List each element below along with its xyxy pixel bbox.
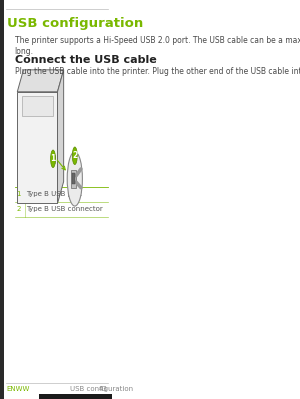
Circle shape [72, 147, 77, 164]
Polygon shape [17, 70, 64, 92]
Text: long.: long. [14, 47, 34, 56]
Polygon shape [17, 92, 58, 203]
Text: USB configuration: USB configuration [7, 17, 143, 30]
Text: 2: 2 [16, 206, 21, 212]
Text: USB configuration: USB configuration [70, 386, 134, 392]
Text: ENWW: ENWW [7, 386, 30, 392]
FancyBboxPatch shape [22, 96, 53, 116]
Text: Type B USB connector: Type B USB connector [26, 206, 103, 212]
Circle shape [51, 150, 56, 168]
FancyBboxPatch shape [39, 394, 112, 399]
Circle shape [67, 152, 83, 206]
Text: Connect the USB cable: Connect the USB cable [14, 55, 156, 65]
Text: 43: 43 [98, 386, 107, 392]
FancyBboxPatch shape [0, 0, 4, 399]
Text: Plug the USB cable into the printer. Plug the other end of the USB cable into th: Plug the USB cable into the printer. Plu… [14, 67, 300, 76]
Text: The printer supports a Hi-Speed USB 2.0 port. The USB cable can be a maximum of : The printer supports a Hi-Speed USB 2.0 … [14, 36, 300, 45]
Polygon shape [58, 70, 64, 203]
Text: 1: 1 [50, 154, 56, 163]
Text: Type B USB port: Type B USB port [26, 191, 82, 197]
FancyBboxPatch shape [71, 170, 76, 188]
Text: 2: 2 [72, 151, 77, 160]
Text: 1: 1 [16, 191, 21, 197]
FancyBboxPatch shape [72, 173, 75, 184]
FancyBboxPatch shape [51, 155, 55, 163]
